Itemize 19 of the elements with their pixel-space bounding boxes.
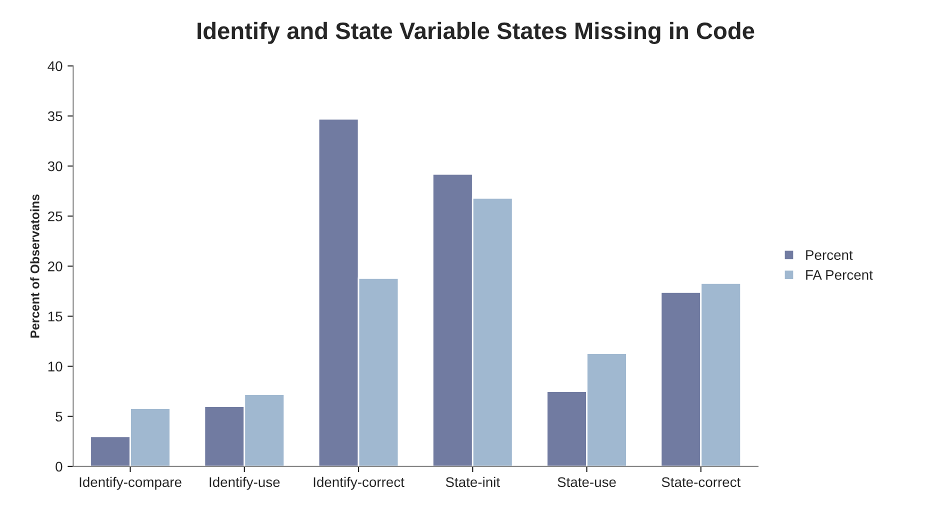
y-tick-label: 5 <box>56 412 62 422</box>
y-tick-label: 0 <box>56 462 62 472</box>
legend-label: FA Percent <box>806 270 873 280</box>
y-tick-label: 15 <box>48 312 62 322</box>
x-tick-label: State-init <box>446 476 500 488</box>
y-tick-label: 35 <box>48 111 62 122</box>
x-tick-label: Identify-compare <box>80 476 182 490</box>
y-tick-label: 30 <box>48 161 62 172</box>
y-axis-title: Percent of Observatoins <box>30 194 40 338</box>
y-tick-label: 25 <box>48 211 62 222</box>
x-tick-label: Identify-correct <box>314 476 404 490</box>
y-tick-label: 20 <box>48 262 62 272</box>
x-tick-label: Identify-use <box>210 476 280 490</box>
y-tick-label: 40 <box>48 61 62 72</box>
x-tick-label: State-use <box>558 477 616 488</box>
y-tick-label: 10 <box>48 362 62 372</box>
x-tick-label: State-correct <box>662 477 741 488</box>
legend-label: Percent <box>806 250 853 260</box>
chart-title: Identify and State Variable States Missing in Code <box>198 22 754 44</box>
